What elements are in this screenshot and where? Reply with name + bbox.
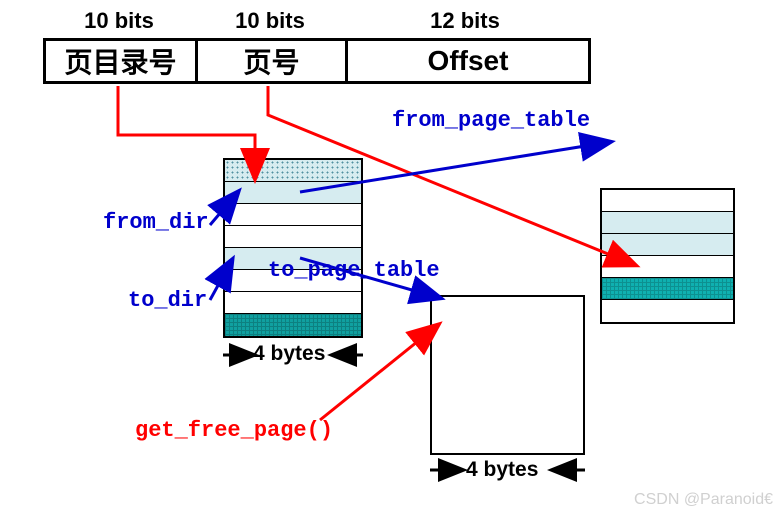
new-page-box [430, 295, 585, 455]
pt-row [602, 190, 733, 212]
label-from-page-table: from_page_table [392, 108, 590, 133]
addr-cell-page: 页号 [198, 41, 348, 81]
addr-cell-dir: 页目录号 [46, 41, 198, 81]
diagram-container: 10 bits 10 bits 12 bits 页目录号 页号 Offset [0, 0, 783, 515]
label-to-dir: to_dir [128, 288, 207, 313]
label-4bytes-2: 4 bytes [466, 458, 538, 482]
pt-row [602, 212, 733, 234]
bit-label-3: 12 bits [345, 8, 585, 34]
page-table [600, 188, 735, 324]
watermark: CSDN @Paranoid€ [634, 491, 773, 509]
address-box: 页目录号 页号 Offset [43, 38, 591, 84]
label-4bytes-1: 4 bytes [253, 342, 325, 366]
pt-row [602, 256, 733, 278]
directory-table [223, 158, 363, 338]
label-to-page-table: to_page_table [268, 258, 440, 283]
dir-row [225, 204, 361, 226]
bit-width-labels: 10 bits 10 bits 12 bits [43, 8, 585, 34]
dir-row [225, 182, 361, 204]
addr-cell-offset: Offset [348, 41, 588, 81]
bit-label-1: 10 bits [43, 8, 195, 34]
dir-row [225, 292, 361, 314]
pt-row [602, 278, 733, 300]
pt-row [602, 234, 733, 256]
dir-row [225, 226, 361, 248]
label-from-dir: from_dir [103, 210, 209, 235]
dir-row [225, 314, 361, 336]
bit-label-2: 10 bits [195, 8, 345, 34]
pt-row [602, 300, 733, 322]
dir-row [225, 160, 361, 182]
label-get-free-page: get_free_page() [135, 418, 333, 443]
